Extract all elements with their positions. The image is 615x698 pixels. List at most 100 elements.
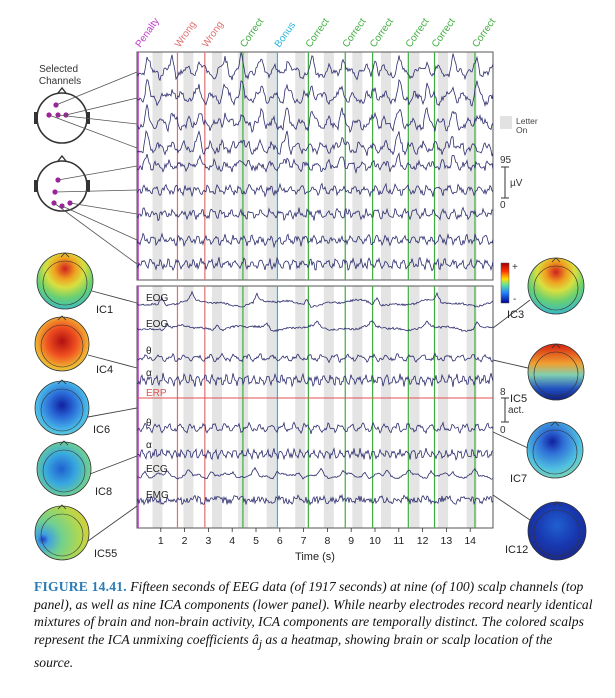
x-tick-label: 8 <box>324 535 330 547</box>
channel-trace <box>137 104 493 134</box>
component-label: θ <box>146 346 152 357</box>
x-tick-label: 6 <box>277 535 283 547</box>
channel-traces <box>137 52 493 272</box>
scalp-map-ic5 <box>527 343 585 401</box>
x-axis-ticks: 1 2 3 4 5 6 7 8 9 10 11 12 13 14 <box>158 528 476 547</box>
scalp-map-ic6 <box>34 379 90 436</box>
ic-label: IC1 <box>96 304 113 316</box>
component-label: EMG <box>146 490 169 501</box>
component-trace <box>137 447 493 462</box>
ic-label: IC7 <box>510 473 527 485</box>
event-label: Correct <box>404 16 432 49</box>
letter-on-swatch <box>500 116 512 129</box>
ic-label: IC12 <box>505 544 528 556</box>
component-label: EOG <box>146 319 168 330</box>
x-tick-label: 10 <box>369 535 381 547</box>
letter-band-top <box>409 52 420 280</box>
caption-math: â <box>252 631 259 647</box>
component-trace <box>137 466 493 480</box>
channel-trace <box>137 232 493 249</box>
ic-connectors <box>87 290 531 542</box>
svg-text:95: 95 <box>500 155 512 166</box>
scalp-map-ic1 <box>36 252 94 310</box>
letter-band-bottom <box>266 286 277 528</box>
component-traces <box>137 290 493 506</box>
component-trace <box>137 290 493 308</box>
letter-on-label: Letter On <box>516 116 540 135</box>
channel-trace <box>137 78 493 107</box>
svg-text:0: 0 <box>500 200 506 211</box>
x-tick-label: 9 <box>348 535 354 547</box>
scalp-map-ic12 <box>527 501 587 561</box>
component-label: α <box>146 440 152 451</box>
bottom-panel-frame <box>136 285 494 529</box>
channel-trace <box>137 130 493 157</box>
scalp-map-ic7 <box>526 421 584 479</box>
letter-band-top <box>266 52 277 280</box>
svg-text:act.: act. <box>508 405 524 416</box>
ic-label: IC55 <box>94 548 117 560</box>
scalp-map-ic8 <box>36 440 92 497</box>
component-trace <box>137 421 493 435</box>
component-label: EOG <box>146 293 168 304</box>
scale-bar-bottom: 8 act. 0 <box>500 387 524 436</box>
event-label: Correct <box>430 16 458 49</box>
component-label: α <box>146 368 152 379</box>
component-trace <box>137 320 493 332</box>
letter-band-top <box>323 52 334 280</box>
letter-on-bands <box>152 52 477 528</box>
component-trace <box>137 352 493 364</box>
event-label: Correct <box>470 16 498 49</box>
component-trace <box>137 372 493 388</box>
scalp-map-ic3 <box>527 257 585 315</box>
event-label: Penalty <box>134 16 162 50</box>
letter-band-top <box>352 52 363 280</box>
component-label: ERP <box>146 388 167 399</box>
letter-band-bottom <box>295 286 306 528</box>
event-label: Wrong <box>173 19 199 49</box>
letter-band-top <box>211 52 222 280</box>
ic-label: IC3 <box>507 309 524 321</box>
event-label: Correct <box>341 16 369 49</box>
letter-band-bottom <box>466 286 477 528</box>
caption-text-2: as a heatmap, showing brain or scalp loc… <box>34 631 553 671</box>
event-label: Correct <box>238 16 266 49</box>
letter-band-top <box>295 52 306 280</box>
x-tick-label: 4 <box>229 535 235 547</box>
x-tick-label: 14 <box>464 535 476 547</box>
event-label: Correct <box>304 16 332 49</box>
figure-caption: FIGURE 14.41. Fifteen seconds of EEG dat… <box>34 578 594 672</box>
event-labels: Penalty Wrong Wrong Correct Bonus Correct Corr… <box>134 16 499 50</box>
svg-text:µV: µV <box>510 178 523 189</box>
letter-band-bottom <box>323 286 334 528</box>
x-tick-label: 5 <box>253 535 259 547</box>
letter-band-top <box>438 52 449 280</box>
event-label: Bonus <box>273 20 298 50</box>
x-tick-label: 3 <box>205 535 211 547</box>
letter-band-bottom <box>409 286 420 528</box>
svg-text:8: 8 <box>500 387 506 398</box>
svg-text:+: + <box>512 262 518 273</box>
scalp-map-ic4 <box>34 315 90 372</box>
event-label: Wrong <box>200 19 226 49</box>
ic-label: IC8 <box>95 486 112 498</box>
letter-band-bottom <box>380 286 391 528</box>
ic-label: IC4 <box>96 364 113 376</box>
letter-band-top <box>152 52 163 280</box>
component-label: θ <box>146 418 152 429</box>
channel-trace <box>137 206 493 222</box>
event-label: Correct <box>368 16 396 49</box>
letter-band-bottom <box>352 286 363 528</box>
svg-text:-: - <box>513 294 516 305</box>
x-tick-label: 2 <box>182 535 188 547</box>
caption-text-1: Fifteen seconds of EEG data (of 1917 sec… <box>34 579 593 647</box>
letter-band-bottom <box>183 286 194 528</box>
scalp-map-ic55 <box>34 504 90 561</box>
letter-band-bottom <box>438 286 449 528</box>
head-diagram-lower <box>34 154 90 212</box>
channel-trace <box>137 52 493 82</box>
ic-labels: IC1 IC4 IC6 IC8 IC55 IC3 IC5 IC7 IC12 <box>93 304 528 560</box>
letter-band-bottom <box>211 286 222 528</box>
letter-band-bottom <box>152 286 163 528</box>
